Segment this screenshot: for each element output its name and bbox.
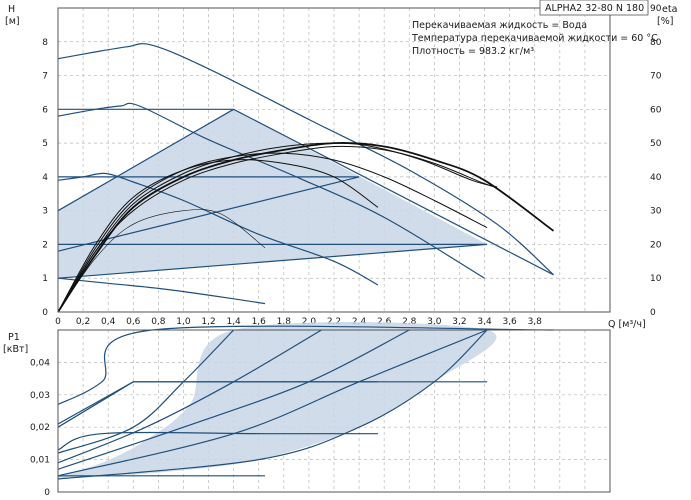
efficiency-curve: [57, 152, 488, 313]
power-curve: [57, 329, 488, 477]
x-tick-label: 0,6: [126, 317, 141, 327]
head-tick-label: 4: [42, 173, 48, 183]
head-axis-unit: [м]: [5, 16, 20, 27]
power-tick-label: 0: [44, 488, 50, 498]
power-operating-area: [58, 322, 497, 479]
head-chart-series: [57, 43, 555, 313]
x-tick-label: 2,0: [302, 317, 317, 327]
model-label: ALPHA2 32-80 N 180: [545, 3, 644, 14]
head-tick-label: 0: [42, 308, 48, 318]
efficiency-tick-label: 40: [650, 173, 662, 183]
efficiency-axis-unit: [%]: [657, 16, 673, 27]
x-tick-label: 3,0: [427, 317, 442, 327]
note-fluid: Перекачиваемая жидкость = Вода: [412, 20, 587, 31]
x-tick-label: 2,6: [377, 317, 392, 327]
head-curve: [57, 176, 360, 252]
power-axis-unit: [кВт]: [3, 344, 28, 355]
power-tick-label: 0,04: [30, 358, 50, 368]
model-label-box: [539, 0, 649, 16]
head-curve: [57, 277, 266, 305]
head-curve: [57, 243, 488, 279]
power-curve: [57, 381, 488, 428]
x-tick-label: 1,0: [176, 317, 191, 327]
head-chart-frame: [57, 7, 611, 313]
power-tick-label: 0,02: [30, 423, 50, 433]
x-tick-label: 3,2: [452, 317, 466, 327]
x-tick-label: 2,8: [402, 317, 417, 327]
head-curve: [233, 108, 554, 276]
efficiency-curve: [57, 142, 498, 313]
efficiency-curve: [57, 159, 379, 313]
x-tick-label: 0,8: [151, 317, 166, 327]
efficiency-curve: [57, 142, 555, 313]
power-chart-frame: [57, 329, 611, 493]
efficiency-axis-label: eta: [662, 4, 677, 15]
efficiency-curve: [57, 209, 266, 313]
power-tick-label: 0,03: [30, 391, 50, 401]
x-tick-label: 1,2: [201, 317, 215, 327]
efficiency-tick-label: 0: [650, 308, 656, 318]
x-tick-label: 2,4: [352, 317, 367, 327]
efficiency-tick-label: 30: [650, 207, 662, 217]
x-tick-label: 1,4: [226, 317, 241, 327]
head-chart-operating-area: [58, 109, 488, 279]
head-tick-label: 7: [42, 72, 48, 82]
power-chart-tick-labels: 0 0,01 0,02 0,03 0,04: [30, 358, 50, 498]
x-tick-label: 1,6: [252, 317, 267, 327]
efficiency-tick-label: 10: [650, 274, 662, 284]
head-tick-label: 5: [42, 139, 48, 149]
efficiency-tick-label: 70: [650, 72, 662, 82]
power-curve: [57, 431, 378, 451]
power-curve: [57, 329, 410, 470]
power-curve: [57, 329, 322, 464]
x-tick-label: 3,4: [477, 317, 492, 327]
power-curve: [57, 329, 488, 480]
x-tick-label: 3,6: [502, 317, 517, 327]
efficiency-tick-label: 50: [650, 139, 662, 149]
x-tick-label: 2,2: [327, 317, 341, 327]
power-curve: [57, 329, 235, 454]
head-tick-label: 2: [42, 240, 48, 250]
efficiency-tick-label: 80: [650, 38, 662, 48]
efficiency-tick-label: 90: [650, 4, 662, 14]
efficiency-tick-label: 60: [650, 105, 662, 115]
head-chart-tick-labels: 0 0,2 0,4 0,6 0,8 1,0 1,2 1,4 1,6 1,8 2,0 2,2 2,4 2,6…: [42, 4, 661, 327]
x-tick-label: 3,8: [528, 317, 543, 327]
efficiency-tick-label: 20: [650, 240, 662, 250]
head-axis-label: H: [8, 4, 15, 15]
head-tick-label: 1: [42, 274, 48, 284]
head-curve: [57, 108, 234, 212]
head-curve: [57, 43, 554, 276]
power-chart-operating-area: [58, 322, 497, 479]
head-curve: [57, 102, 485, 279]
flow-axis-label: Q [м³/ч]: [608, 319, 646, 330]
x-tick-label: 0: [55, 317, 61, 327]
head-operating-area: [58, 109, 488, 279]
head-tick-label: 3: [42, 207, 48, 217]
x-tick-label: 1,8: [277, 317, 292, 327]
x-tick-label: 0,4: [101, 317, 116, 327]
power-tick-label: 0,01: [30, 456, 50, 466]
note-density: Плотность = 983.2 кг/м³: [412, 46, 534, 57]
x-tick-label: 0,2: [76, 317, 90, 327]
note-temperature: Температура перекачиваемой жидкости = 60…: [411, 33, 658, 44]
power-axis-label: P1: [8, 332, 20, 343]
head-tick-label: 6: [42, 105, 48, 115]
head-tick-label: 8: [42, 38, 48, 48]
